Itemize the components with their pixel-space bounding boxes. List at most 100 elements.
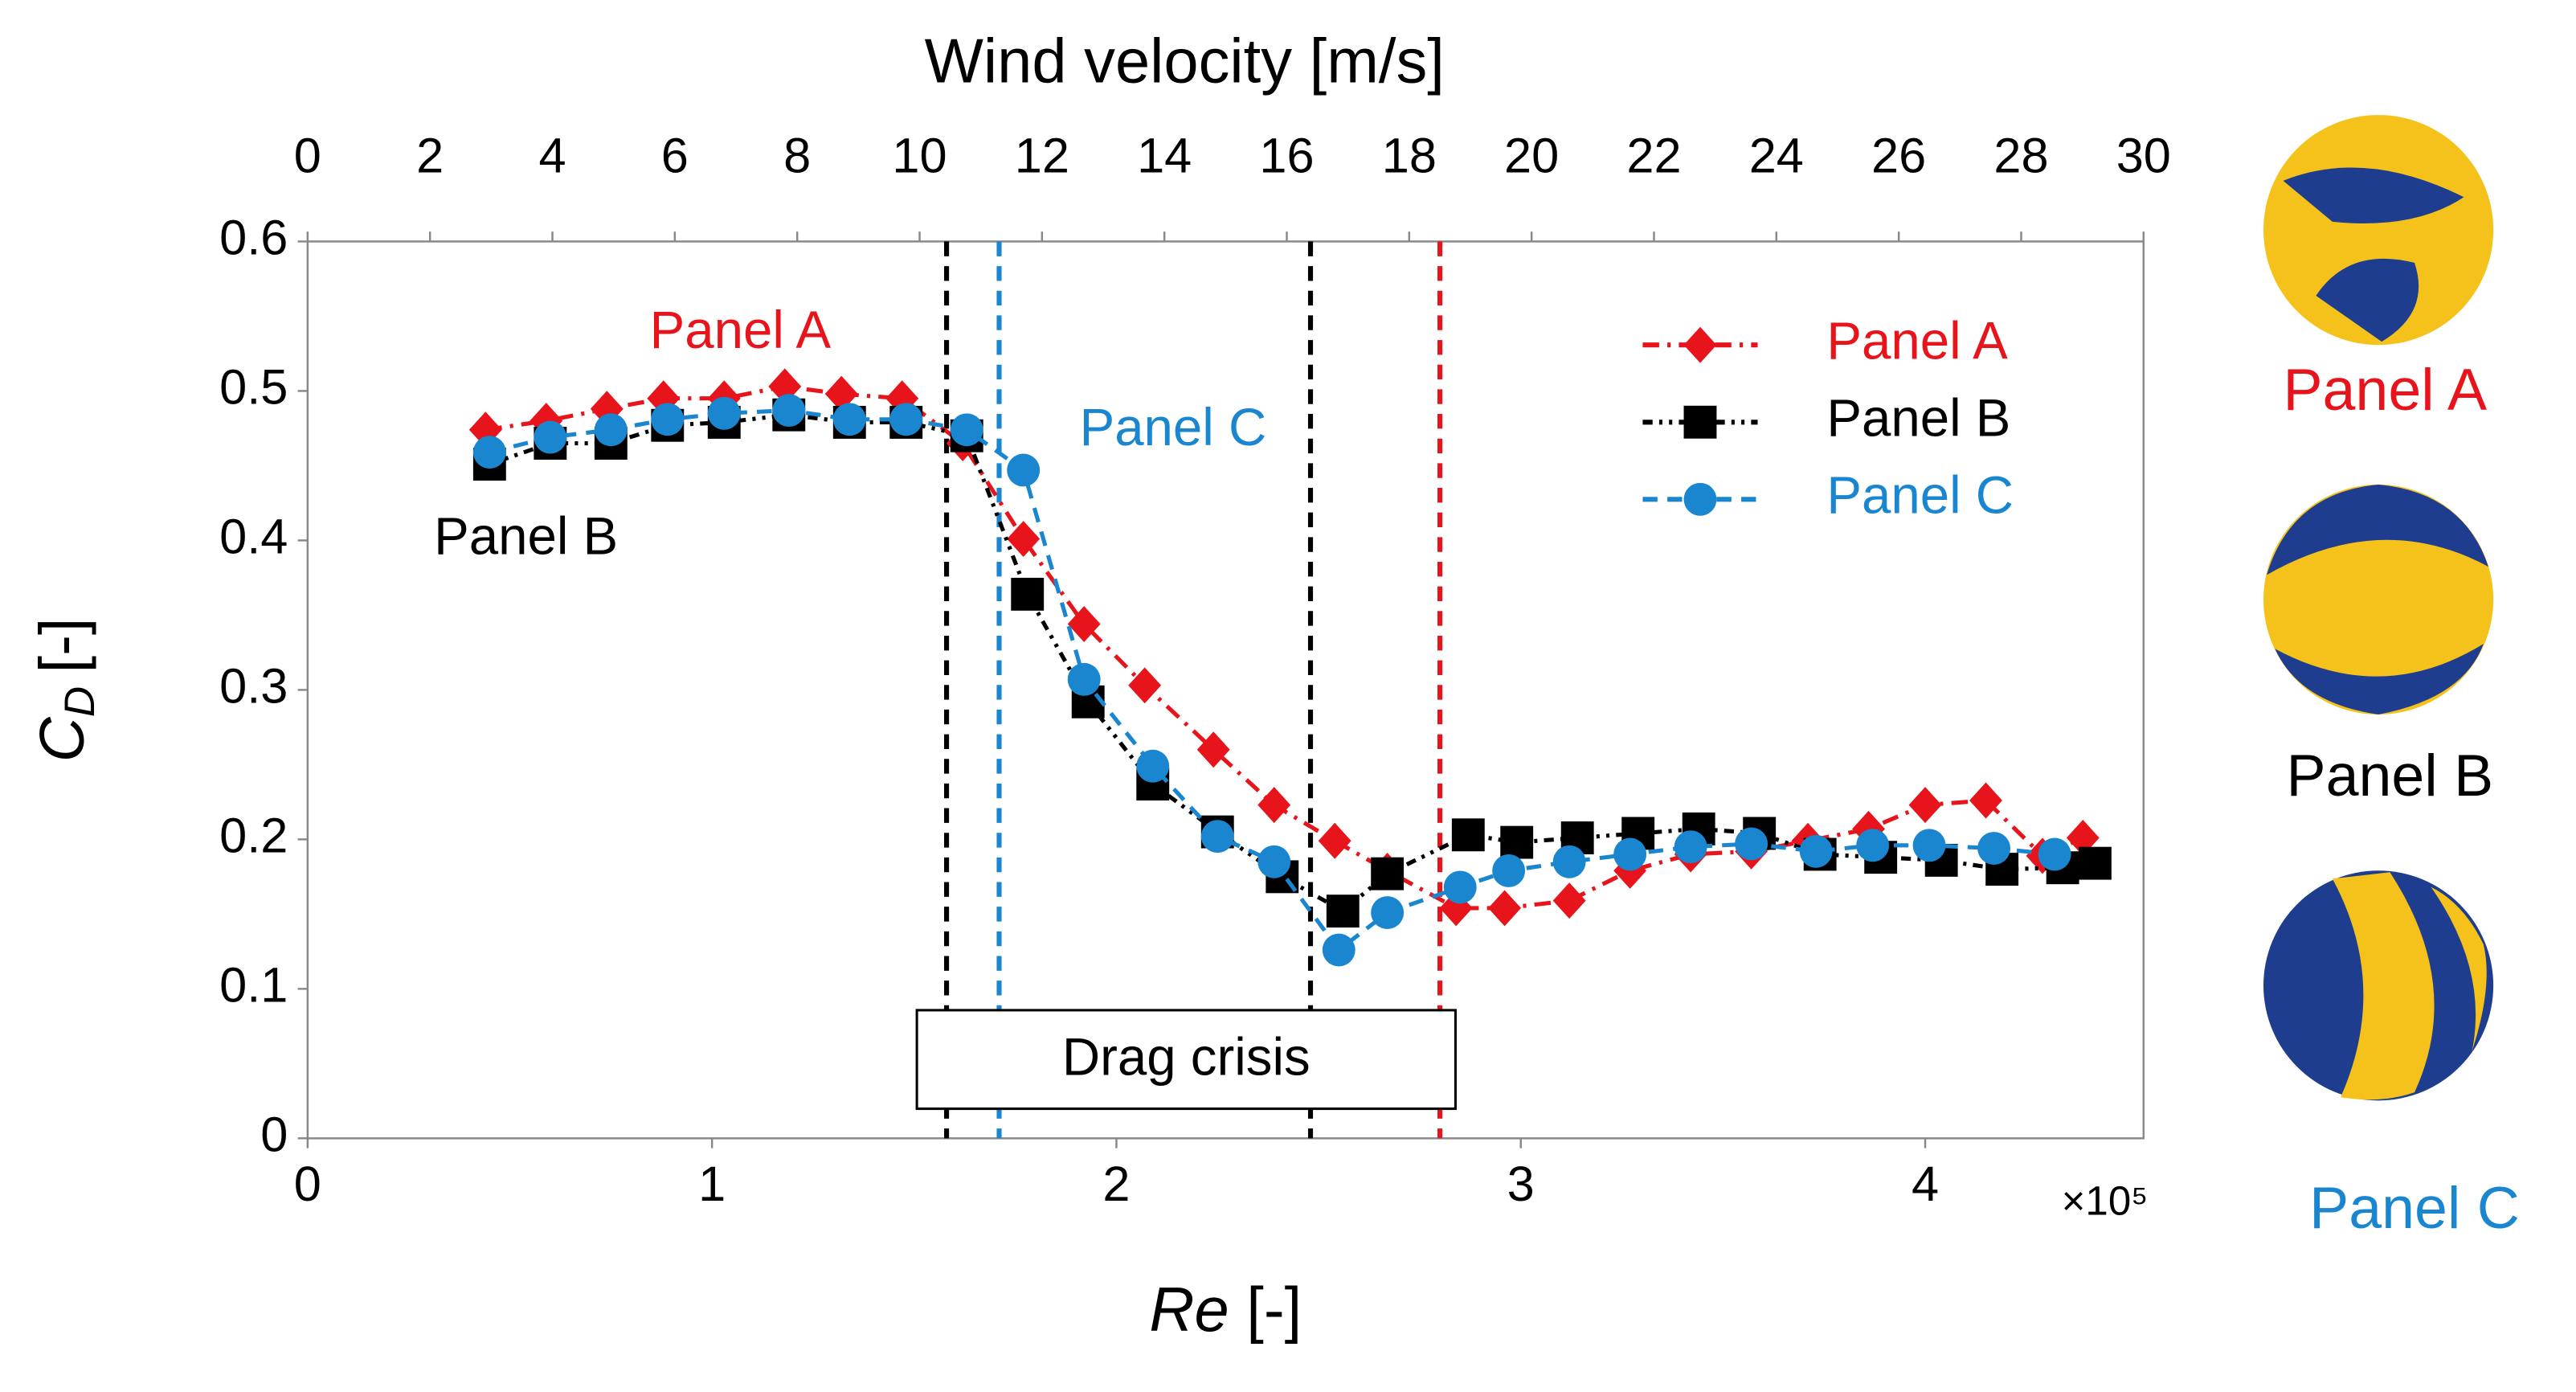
data-point [1318,822,1351,859]
data-point [1552,845,1586,878]
data-point [1007,521,1041,558]
y-tick-label: 0 [260,1107,288,1162]
x2-tick-label: 4 [538,127,566,182]
y-tick-label: 0.6 [219,210,288,265]
x-axis-label: Re [-] [1149,1275,1302,1345]
y-tick-label: 0.1 [219,957,288,1013]
data-point [1500,825,1534,859]
x-tick-label: 2 [1102,1156,1130,1211]
data-point [534,420,567,454]
x2-tick-label: 18 [1382,127,1437,182]
legend-marker [1683,482,1717,516]
x-multiplier: ×10⁵ [2062,1178,2149,1224]
y-tick-label: 0.2 [219,808,288,863]
data-point [1488,890,1522,927]
data-point [1326,895,1360,928]
region-label: Drag crisis [1062,1028,1310,1087]
y-label-unit: [-] [27,617,96,673]
annotation: Panel A [650,301,832,359]
x2-tick-label: 26 [1871,127,1926,182]
data-point [2038,837,2071,871]
y-label-sub: D [56,686,104,717]
x2-tick-label: 30 [2116,127,2171,182]
data-point [594,413,628,447]
data-point [1977,832,2011,865]
annotation: Panel B [434,507,618,566]
data-point [889,403,923,436]
legend-marker [1683,405,1717,439]
x2-tick-label: 6 [661,127,689,182]
data-point [1196,731,1230,768]
legend-marker [1683,326,1717,363]
x2-tick-label: 20 [1504,127,1559,182]
data-point [950,413,983,447]
legend-label: Panel A [1826,311,2008,370]
data-point [1492,854,1526,887]
data-point [832,403,866,436]
data-point [1257,845,1291,878]
y-axis-label: CD [-] [27,617,104,762]
data-point [1128,667,1162,704]
data-point [472,436,506,469]
x2-tick-label: 12 [1015,127,1069,182]
y-tick-label: 0.5 [219,359,288,415]
data-point [1371,896,1405,929]
data-point [1200,820,1234,854]
x-tick-label: 3 [1507,1156,1535,1211]
x-label-unit: [-] [1246,1275,1302,1345]
y-tick-label: 0.4 [219,509,288,564]
data-point [1007,453,1041,487]
region-box [915,1009,1457,1111]
data-point [1735,827,1768,861]
legend-label: Panel B [1826,389,2010,448]
x-label-symbol: Re [1149,1275,1229,1345]
data-point [772,394,806,428]
plot-frame [306,240,2145,1140]
x2-tick-label: 24 [1749,127,1804,182]
x2-tick-label: 14 [1137,127,1192,182]
x2-tick-label: 22 [1626,127,1681,182]
data-point [2078,846,2112,880]
x-tick-label: 0 [294,1156,321,1211]
x2-tick-label: 0 [294,127,321,182]
x2-tick-label: 8 [783,127,811,182]
data-point [651,403,685,436]
x-tick-label: 1 [698,1156,726,1211]
data-point [2066,820,2100,856]
data-point [1552,882,1586,919]
data-point [1799,834,1833,868]
data-point [1908,787,1942,824]
side-label: Panel C [2309,1174,2520,1241]
ball-c [2263,870,2494,1101]
series-line [485,384,2084,911]
x2-tick-label: 10 [892,127,947,182]
data-point [1011,577,1045,611]
data-point [1856,829,1890,862]
data-point [1067,662,1101,696]
data-point [1451,818,1485,852]
annotation: Panel C [1080,398,1267,456]
data-point [1674,830,1707,864]
x2-tick-label: 16 [1259,127,1314,182]
side-label: Panel A [2283,356,2487,423]
data-point [1969,782,2002,819]
data-point [1912,829,1946,862]
data-point [707,396,741,430]
legend-label: Panel C [1826,466,2014,525]
data-point [1257,787,1291,824]
top-axis-label: Wind velocity [m/s] [925,27,1445,96]
x2-tick-label: 2 [416,127,444,182]
data-point [1613,837,1647,871]
data-point [1067,606,1101,643]
data-point [1371,857,1405,890]
x-tick-label: 4 [1912,1156,1939,1211]
side-label: Panel B [2287,742,2494,809]
y-label-symbol: C [27,716,96,762]
data-point [1136,749,1170,783]
ball-images [2263,115,2494,1101]
ball-a [2263,115,2494,346]
x2-tick-label: 28 [1993,127,2048,182]
y-tick-label: 0.3 [219,658,288,714]
